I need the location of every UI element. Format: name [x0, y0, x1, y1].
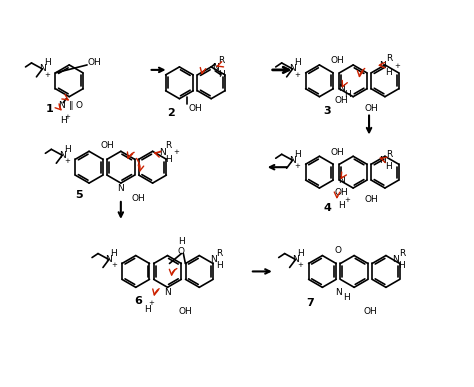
Text: N: N — [289, 64, 296, 74]
Text: +: + — [64, 113, 70, 120]
Text: 2: 2 — [168, 108, 175, 118]
Text: +: + — [298, 262, 303, 269]
Text: OH: OH — [189, 104, 202, 113]
Text: 6: 6 — [134, 296, 142, 306]
Text: O: O — [335, 246, 342, 255]
Text: O: O — [76, 101, 82, 110]
Text: 3: 3 — [324, 106, 331, 116]
Text: OH: OH — [132, 194, 146, 204]
Text: N: N — [39, 64, 46, 74]
Text: 7: 7 — [307, 298, 314, 308]
Text: H: H — [44, 58, 51, 67]
Text: N: N — [118, 183, 124, 193]
Text: R: R — [165, 141, 172, 150]
Text: H: H — [294, 58, 301, 67]
Text: R: R — [216, 249, 222, 258]
Text: H: H — [165, 155, 172, 164]
Text: H: H — [294, 150, 301, 159]
Text: H: H — [297, 249, 304, 258]
Text: OH: OH — [364, 104, 378, 113]
Text: N: N — [159, 148, 166, 157]
Text: N: N — [210, 255, 217, 264]
Text: +: + — [64, 158, 70, 164]
Text: H: H — [385, 68, 392, 77]
Text: OH: OH — [364, 195, 378, 204]
Text: H: H — [60, 116, 67, 125]
Text: 1: 1 — [46, 104, 53, 114]
Text: +: + — [111, 262, 117, 269]
Text: N: N — [338, 84, 345, 93]
Text: N: N — [164, 288, 171, 297]
Text: H: H — [144, 305, 151, 314]
Text: R: R — [386, 150, 392, 159]
Text: N: N — [335, 288, 342, 297]
Text: +: + — [394, 63, 400, 69]
Text: N: N — [292, 255, 299, 264]
Text: H: H — [343, 293, 350, 302]
Text: +: + — [344, 197, 350, 203]
Text: OH: OH — [363, 307, 377, 316]
Text: OH: OH — [330, 57, 344, 65]
Text: N: N — [380, 62, 386, 70]
Text: +: + — [295, 72, 301, 78]
Text: H: H — [338, 201, 345, 211]
Text: R: R — [218, 57, 224, 65]
Text: +: + — [173, 149, 179, 155]
Text: OH: OH — [334, 188, 348, 197]
Text: R: R — [399, 249, 405, 258]
Text: N: N — [380, 156, 386, 165]
Text: OH: OH — [100, 141, 114, 150]
Text: 4: 4 — [323, 203, 331, 213]
Text: +: + — [149, 300, 155, 306]
Text: +: + — [295, 163, 301, 169]
Text: N: N — [289, 156, 296, 165]
Text: N: N — [212, 63, 219, 72]
Text: H: H — [64, 145, 71, 154]
Text: H: H — [344, 90, 351, 99]
Text: H: H — [399, 261, 405, 270]
Text: OH: OH — [334, 96, 348, 105]
Text: H: H — [178, 237, 185, 246]
Text: +: + — [45, 72, 50, 78]
Text: R: R — [386, 55, 392, 63]
Text: ‖: ‖ — [69, 101, 73, 110]
Text: OH: OH — [330, 148, 344, 157]
Text: N: N — [338, 176, 345, 185]
Text: H: H — [216, 261, 222, 270]
Text: OH: OH — [87, 58, 101, 67]
Text: O: O — [178, 247, 185, 256]
Text: H: H — [385, 162, 392, 171]
Text: H: H — [110, 249, 117, 258]
Text: N: N — [59, 151, 65, 160]
Text: N: N — [392, 255, 399, 264]
Text: H: H — [218, 70, 225, 79]
Text: N: N — [106, 255, 112, 264]
Text: OH: OH — [179, 307, 192, 316]
Text: 5: 5 — [75, 190, 83, 200]
Text: N: N — [58, 101, 64, 110]
